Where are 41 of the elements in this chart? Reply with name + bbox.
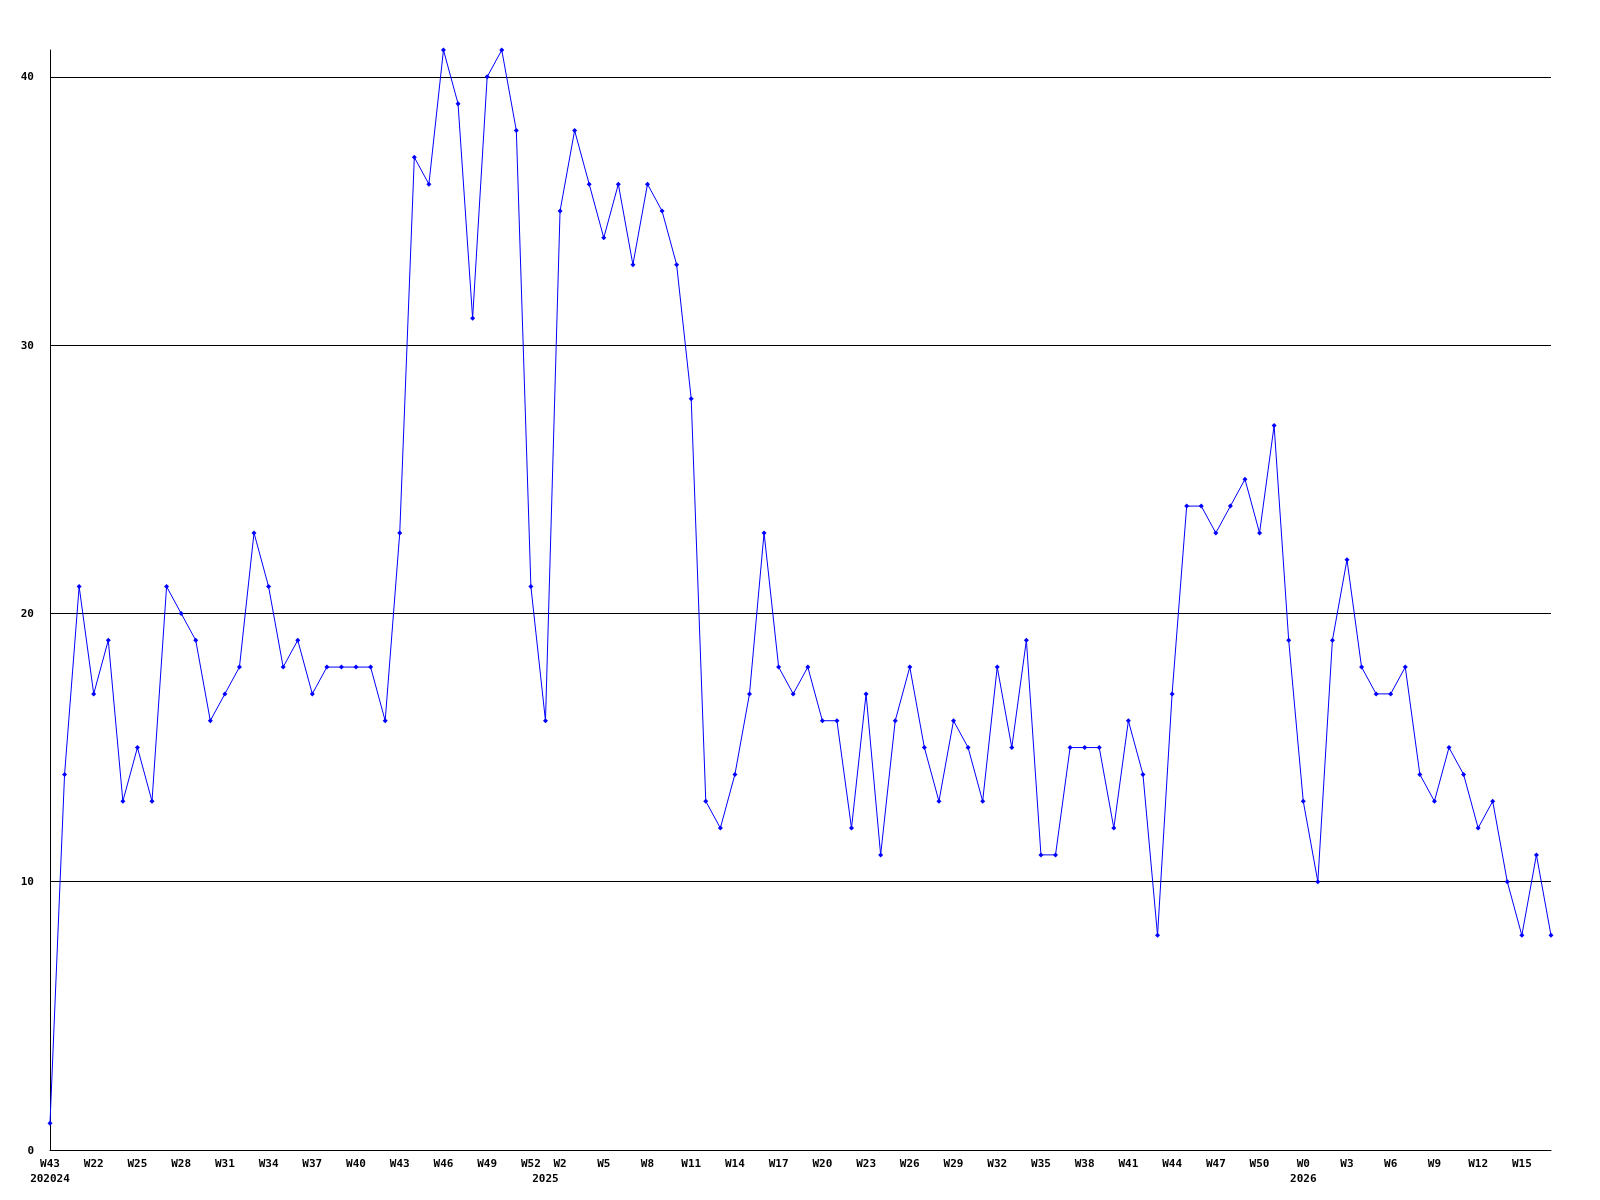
x-tick-label: W14 xyxy=(724,1157,746,1170)
x-tick-label: W43 xyxy=(389,1157,410,1170)
x-tick-label: W9 xyxy=(1427,1157,1442,1170)
x-tick-label: 2025 xyxy=(532,1172,559,1185)
x-tick-label: W52 xyxy=(520,1157,541,1170)
x-tick-label: W29 xyxy=(943,1157,964,1170)
x-tick-label: W11 xyxy=(681,1157,702,1170)
x-tick-label: W37 xyxy=(302,1157,323,1170)
x-tick-label: W50 xyxy=(1249,1157,1270,1170)
x-tick-label: W3 xyxy=(1340,1157,1354,1170)
x-tick-label: W12 xyxy=(1468,1157,1489,1170)
x-tick-label: W32 xyxy=(987,1157,1008,1170)
x-tick-label: W38 xyxy=(1074,1157,1095,1170)
x-tick-label: W2 xyxy=(553,1157,567,1170)
x-tick-label: W35 xyxy=(1031,1157,1051,1170)
y-tick-label: 30 xyxy=(20,338,34,352)
x-tick-label: W5 xyxy=(597,1157,611,1170)
x-tick-label: W8 xyxy=(640,1157,655,1170)
x-tick-label: W26 xyxy=(899,1157,921,1170)
y-tick-label: 0 xyxy=(27,1143,34,1157)
x-tick-label: W20 xyxy=(812,1157,833,1170)
x-tick-label: W0 2026 xyxy=(1290,1157,1317,1185)
y-tick-label: 40 xyxy=(20,70,34,84)
x-tick-label: W47 xyxy=(1205,1157,1226,1170)
x-tick-label: W43 202024 xyxy=(30,1157,71,1185)
y-tick-label: 10 xyxy=(20,875,34,889)
x-tick-label: W15 xyxy=(1511,1157,1532,1170)
x-tick-label: W40 xyxy=(346,1157,366,1170)
x-tick-label: W6 xyxy=(1384,1157,1398,1170)
x-tick-label: W41 xyxy=(1118,1157,1139,1170)
y-tick-label: 20 xyxy=(20,606,34,620)
x-tick-label: W49 xyxy=(477,1157,498,1170)
x-tick-label: W23 xyxy=(856,1157,877,1170)
x-tick-label: W17 xyxy=(768,1157,789,1170)
x-tick-label: W44 xyxy=(1162,1157,1183,1170)
x-tick-label: W22 xyxy=(83,1157,104,1170)
x-tick-label: W34 xyxy=(258,1157,279,1170)
x-tick-label: W25 xyxy=(127,1157,148,1170)
x-tick-label: W31 xyxy=(214,1157,236,1170)
x-tick-label: W28 xyxy=(171,1157,192,1170)
x-tick-label: W46 xyxy=(433,1157,454,1170)
